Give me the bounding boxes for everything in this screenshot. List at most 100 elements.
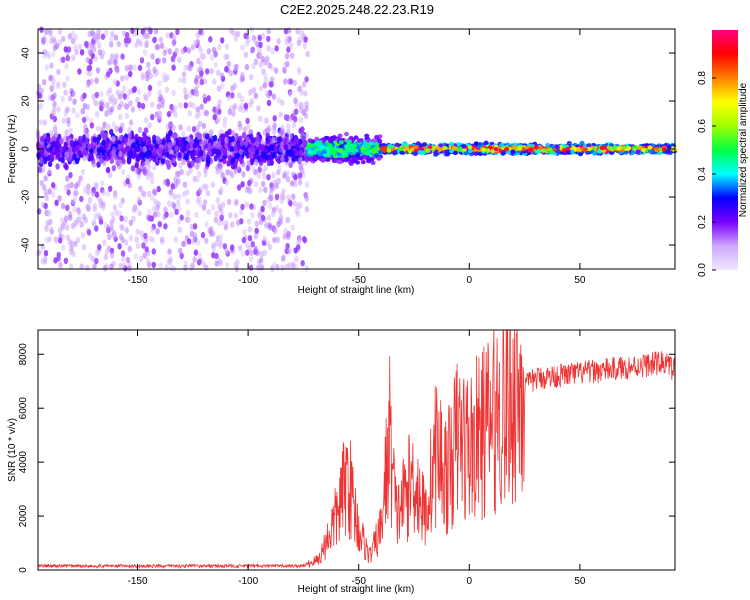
spectrogram-cell	[278, 111, 283, 118]
spectrogram-cell	[257, 46, 262, 53]
spectrogram-cell	[107, 87, 113, 94]
spectrogram-cell	[144, 246, 149, 253]
spectrogram-cell	[215, 151, 221, 158]
spectrogram-cell	[94, 191, 100, 198]
spectrogram-cell	[478, 151, 483, 156]
spectrogram-cell	[249, 152, 254, 160]
spectrogram-cell	[148, 236, 153, 243]
spectrogram-cell	[115, 67, 120, 75]
spec-xtick-label: -150	[128, 275, 148, 286]
spectrogram-cell	[157, 137, 162, 144]
spectrogram-cell	[178, 162, 183, 169]
spectrogram-cell	[216, 219, 222, 226]
spectrogram-cell	[322, 152, 328, 158]
spectrogram-cell	[108, 185, 113, 192]
spectrogram-cell	[85, 103, 91, 111]
spectrogram-cell	[71, 146, 77, 153]
spectrogram-cell	[258, 41, 263, 48]
spectrogram-cell	[266, 92, 271, 99]
spectrogram-cell	[173, 236, 178, 243]
spectrogram-cell	[214, 240, 219, 247]
spectrogram-cell	[189, 223, 194, 231]
spectrogram-cell	[120, 75, 125, 82]
spectrogram-cell	[42, 184, 47, 191]
spectrogram-cell	[295, 28, 300, 35]
spectrogram-cell	[44, 28, 49, 35]
spectrogram-cell	[377, 139, 383, 144]
spectrogram-cell	[55, 147, 60, 155]
spectrogram-cell	[166, 163, 171, 170]
spectrogram-cell	[58, 261, 63, 269]
spectrogram-cell	[178, 102, 183, 109]
spectrogram-cell	[113, 97, 119, 105]
spectrogram-cell	[151, 261, 156, 269]
spectrogram-cell	[222, 157, 227, 164]
spectrogram-cell	[220, 201, 226, 208]
spectrogram-cell	[111, 121, 117, 128]
spectrogram-cell	[47, 188, 52, 195]
spectrogram-cell	[266, 45, 271, 52]
spectrogram-cell	[185, 135, 191, 142]
spec-ytick-label: 20	[21, 95, 32, 107]
spectrogram-cell	[206, 208, 211, 216]
spectrogram-cell	[287, 247, 292, 255]
spectrogram-cell	[230, 92, 235, 99]
spectrogram-cell	[197, 120, 203, 127]
spectrogram-cell	[72, 206, 77, 213]
spectrogram-cell	[118, 113, 123, 121]
spectrogram-cell	[239, 140, 245, 147]
snr-ytick-label: 6000	[18, 397, 29, 420]
spec-xtick-label: -100	[238, 275, 258, 286]
spectrogram-cell	[118, 201, 123, 209]
spectrogram-cell	[223, 53, 228, 61]
spectrogram-cell	[94, 77, 99, 84]
spectrogram-cell	[241, 161, 246, 168]
spectrogram-cell	[183, 260, 188, 267]
spectrogram-cell	[647, 145, 653, 150]
spectrogram-cell	[569, 149, 575, 154]
spectrogram-cell	[176, 170, 181, 178]
spectrogram-cell	[120, 168, 126, 176]
spectrogram-cell	[263, 77, 268, 84]
spectrogram-cell	[555, 149, 561, 154]
spectrogram-cell	[314, 136, 320, 141]
spectrogram-cell	[161, 138, 166, 146]
spectrogram-cell	[293, 115, 298, 123]
spectrogram-cell	[297, 68, 302, 76]
spectrogram-cell	[192, 223, 198, 230]
spectrogram-cell	[240, 203, 245, 211]
spectrogram-cell	[270, 185, 275, 192]
spectrogram-cell	[51, 36, 57, 43]
spectrogram-cell	[350, 158, 356, 164]
spectrogram-cell	[182, 191, 187, 198]
spectrogram-cell	[223, 149, 228, 156]
spectrogram-cell	[127, 127, 132, 135]
spectrogram-cell	[121, 255, 126, 262]
spectrogram-cell	[79, 263, 84, 270]
spectrogram-cell	[100, 130, 105, 137]
spectrogram-cell	[648, 149, 654, 154]
spectrogram-cell	[143, 127, 149, 134]
spectrogram-cell	[338, 140, 344, 145]
spectrogram-cell	[140, 189, 145, 197]
spectrogram-cell	[592, 151, 598, 156]
spectrogram-cell	[60, 156, 65, 164]
spectrogram-cell	[109, 252, 115, 259]
spectrogram-cell	[113, 34, 119, 41]
spectrogram-cell	[144, 117, 149, 124]
spectrogram-cell	[152, 134, 157, 141]
spectrogram-cell	[249, 74, 254, 81]
spectrogram-cell	[247, 187, 252, 194]
spectrogram-cell	[47, 160, 53, 168]
spectrogram-cell	[205, 68, 210, 75]
spectrogram-cell	[288, 78, 294, 85]
spectrogram-cell	[198, 257, 203, 264]
spectrogram-cell	[156, 103, 161, 110]
spectrogram-cell	[285, 60, 290, 68]
spectrogram-cell	[327, 137, 333, 142]
spectrogram-cell	[425, 148, 431, 153]
spectrogram-cell	[298, 149, 304, 157]
spectrogram-cell	[285, 176, 291, 183]
spectrogram-cell	[198, 60, 203, 68]
spectrogram-cell	[277, 177, 282, 185]
